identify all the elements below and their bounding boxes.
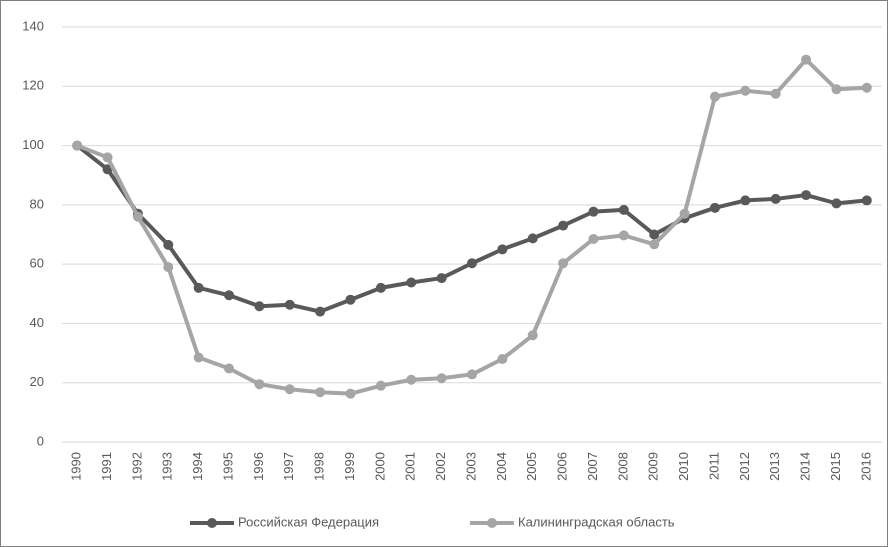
point	[770, 88, 781, 99]
x-tick-label: 2001	[403, 452, 418, 481]
point	[588, 206, 599, 217]
point	[709, 202, 720, 213]
point	[345, 388, 356, 399]
point	[254, 379, 265, 390]
point	[102, 152, 113, 163]
point	[679, 208, 690, 219]
x-tick-label: 2012	[737, 452, 752, 481]
point	[163, 239, 174, 250]
x-tick-label: 2010	[676, 452, 691, 481]
point	[861, 195, 872, 206]
point	[436, 373, 447, 384]
x-tick-label: 1999	[342, 452, 357, 481]
point	[284, 299, 295, 310]
x-tick-label: 2015	[828, 452, 843, 481]
point	[345, 294, 356, 305]
point	[831, 84, 842, 95]
point	[193, 282, 204, 293]
point	[649, 239, 660, 250]
point	[497, 354, 508, 364]
legend-label: Российская Федерация	[238, 514, 379, 529]
legend-label: Калининградская область	[518, 514, 675, 529]
point	[618, 230, 629, 241]
y-tick-label: 40	[30, 315, 44, 330]
x-tick-label: 2004	[494, 452, 509, 481]
x-tick-label: 2003	[463, 452, 478, 481]
x-tick-label: 1994	[190, 452, 205, 481]
point	[558, 220, 569, 231]
point	[588, 233, 599, 244]
legend-marker	[207, 518, 217, 528]
y-tick-label: 60	[30, 256, 44, 271]
point	[709, 91, 720, 102]
x-tick-label: 1996	[251, 452, 266, 481]
point	[406, 277, 417, 288]
point	[467, 369, 477, 380]
point	[224, 290, 235, 301]
x-tick-label: 1992	[129, 452, 144, 481]
x-tick-label: 1990	[69, 452, 84, 481]
point	[284, 384, 295, 395]
x-tick-label: 2011	[706, 452, 721, 480]
point	[315, 306, 326, 317]
point	[132, 211, 143, 222]
point	[618, 204, 629, 215]
point	[527, 233, 538, 244]
x-tick-label: 2013	[767, 452, 782, 481]
y-tick-label: 20	[30, 374, 44, 389]
point	[315, 387, 326, 398]
y-tick-label: 100	[22, 137, 44, 152]
x-tick-label: 2000	[372, 452, 387, 481]
x-tick-label: 2009	[646, 452, 661, 481]
point	[102, 164, 113, 175]
point	[801, 190, 812, 201]
x-tick-label: 2008	[615, 452, 630, 481]
point	[740, 195, 751, 206]
point	[375, 282, 386, 293]
point	[72, 140, 83, 151]
x-tick-label: 1998	[312, 452, 327, 481]
y-tick-label: 0	[37, 433, 44, 448]
x-tick-label: 2005	[524, 452, 539, 481]
y-tick-label: 80	[30, 196, 44, 211]
legend-marker	[487, 518, 497, 528]
point	[831, 198, 842, 209]
point	[740, 85, 751, 96]
x-tick-label: 2007	[585, 452, 600, 481]
x-tick-label: 2002	[433, 452, 448, 481]
point	[801, 54, 812, 65]
point	[406, 374, 417, 385]
y-tick-label: 120	[22, 78, 44, 93]
point	[163, 262, 174, 273]
point	[527, 330, 538, 341]
x-tick-label: 1991	[99, 452, 114, 481]
x-tick-label: 2016	[858, 452, 873, 481]
x-tick-label: 1995	[220, 452, 235, 481]
y-tick-label: 140	[22, 18, 44, 33]
point	[467, 258, 477, 269]
point	[497, 244, 508, 255]
point	[558, 258, 569, 269]
point	[193, 352, 204, 363]
x-tick-label: 2006	[555, 452, 570, 481]
x-tick-label: 1993	[160, 452, 175, 481]
point	[224, 363, 235, 374]
x-tick-label: 2014	[798, 452, 813, 481]
point	[375, 380, 386, 391]
point	[436, 273, 447, 284]
point	[254, 301, 265, 312]
x-tick-label: 1997	[281, 452, 296, 481]
point	[770, 193, 781, 204]
point	[649, 229, 660, 240]
point	[861, 82, 872, 93]
